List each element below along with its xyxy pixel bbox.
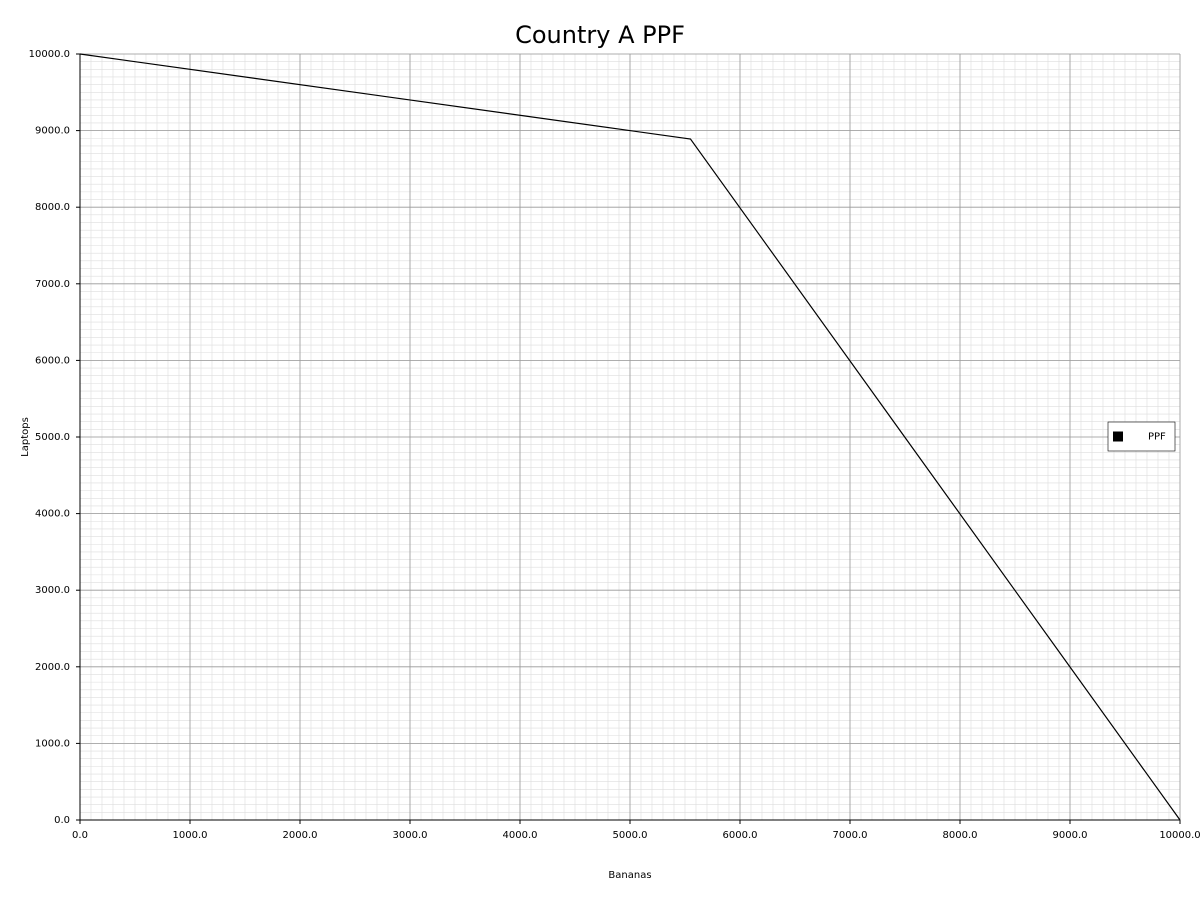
y-tick-label: 1000.0 (35, 738, 70, 749)
legend-label: PPF (1148, 432, 1166, 443)
x-tick-label: 5000.0 (613, 830, 648, 841)
y-tick-label: 9000.0 (35, 126, 70, 137)
y-tick-label: 8000.0 (35, 202, 70, 213)
y-tick-label: 5000.0 (35, 432, 70, 443)
x-tick-label: 6000.0 (723, 830, 758, 841)
x-tick-label: 7000.0 (833, 830, 868, 841)
chart-title: Country A PPF (515, 21, 685, 49)
y-tick-label: 6000.0 (35, 355, 70, 366)
x-tick-label: 10000.0 (1159, 830, 1200, 841)
y-tick-label: 4000.0 (35, 509, 70, 520)
legend-box (1107, 421, 1176, 452)
y-tick-label: 0.0 (54, 815, 70, 826)
line (79, 53, 1181, 821)
y-tick-label: 10000.0 (29, 49, 70, 60)
x-tick-label: 3000.0 (393, 830, 428, 841)
y-tick-label: 3000.0 (35, 585, 70, 596)
y-axis-label: Laptops (20, 417, 31, 457)
x-axis-label: Bananas (608, 870, 651, 881)
x-tick-label: 2000.0 (283, 830, 318, 841)
x-tick-label: 0.0 (72, 830, 88, 841)
legend-marker (1113, 431, 1123, 442)
x-tick-label: 4000.0 (503, 830, 538, 841)
y-tick-label: 7000.0 (35, 279, 70, 290)
y-tick-label: 2000.0 (35, 662, 70, 673)
x-tick-label: 1000.0 (173, 830, 208, 841)
x-tick-label: 8000.0 (943, 830, 978, 841)
x-tick-label: 9000.0 (1053, 830, 1088, 841)
